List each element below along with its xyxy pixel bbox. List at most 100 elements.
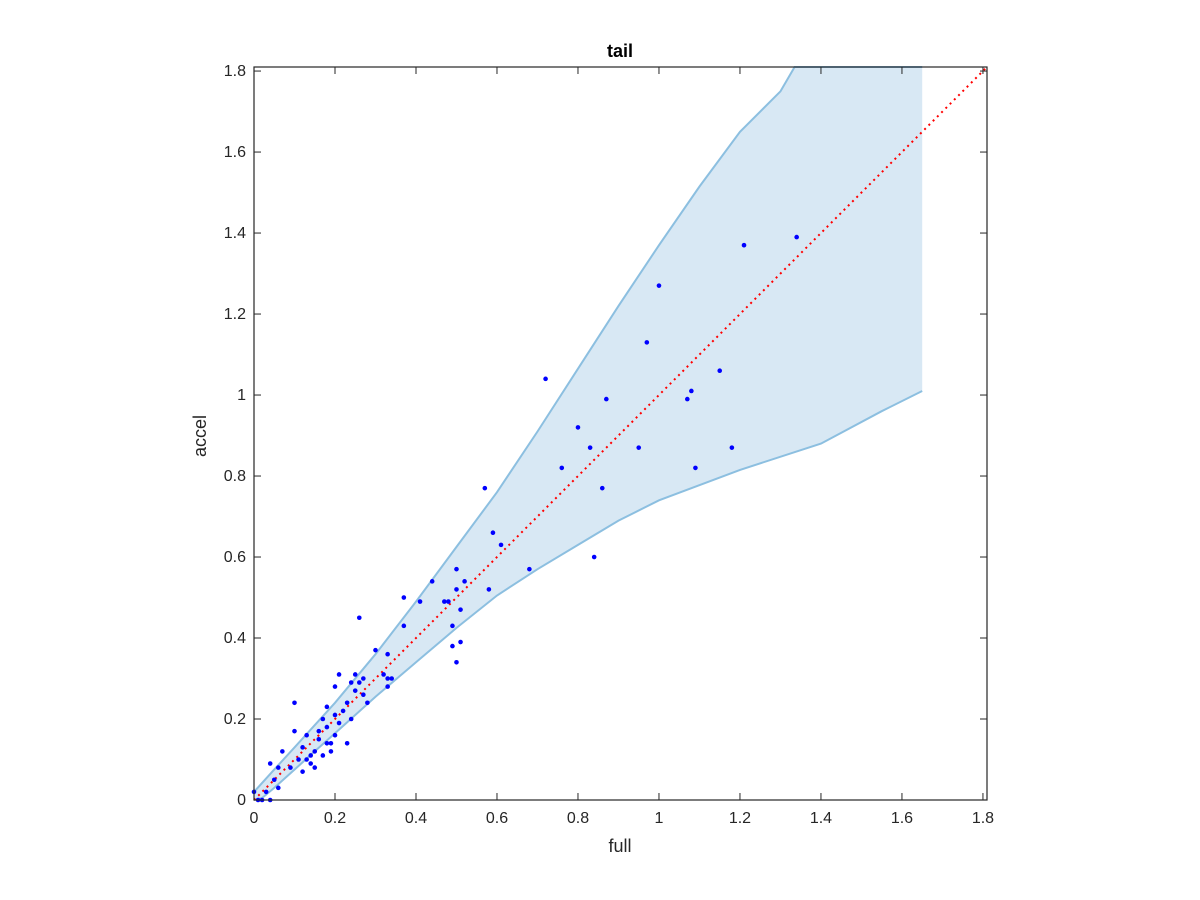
y-tick-label: 0.4 (224, 630, 246, 647)
data-point (328, 749, 334, 754)
data-point (381, 672, 386, 677)
band-lower-edge (253, 390, 923, 801)
data-point (458, 639, 463, 645)
y-tick-label: 1.8 (224, 63, 246, 80)
data-point (446, 599, 451, 604)
data-point (498, 542, 504, 548)
data-point (263, 789, 269, 795)
data-point (308, 753, 313, 758)
data-point (458, 607, 463, 612)
data-point (389, 676, 394, 681)
data-point (308, 761, 313, 766)
data-point (280, 749, 285, 754)
data-point (794, 234, 799, 240)
y-tick-label: 1.6 (224, 144, 246, 161)
y-tick-label: 1 (237, 387, 246, 404)
data-point (486, 587, 492, 592)
data-point (340, 708, 346, 714)
axes-box (253, 66, 988, 801)
data-point (361, 676, 366, 681)
x-tick-label: 1.4 (810, 810, 832, 827)
data-point (442, 599, 447, 604)
data-point (401, 595, 407, 600)
data-point (604, 396, 609, 402)
axes: 0 0.2 0.4 0.6 0.8 1 1.2 1.4 1.6 1.8 0 0.2 0.4 0.6 0.8 1… (224, 63, 994, 827)
data-point (324, 741, 330, 746)
data-point (292, 700, 297, 706)
data-point (454, 566, 459, 572)
x-tick-label: 1 (655, 810, 664, 827)
data-point (599, 485, 605, 491)
data-point (332, 712, 338, 718)
y-tick-label: 0.8 (224, 468, 246, 485)
data-point (729, 445, 735, 450)
x-axis-label: full (608, 836, 631, 856)
data-point (336, 672, 342, 677)
y-tick-label: 1.4 (224, 225, 246, 242)
data-point (543, 376, 548, 382)
data-point (636, 445, 642, 450)
data-point (316, 736, 322, 742)
data-point (304, 732, 309, 738)
data-point (693, 465, 698, 471)
data-point (344, 741, 350, 746)
data-point (656, 283, 662, 288)
data-point (644, 340, 650, 345)
data-point (324, 724, 330, 730)
data-point (365, 700, 370, 706)
data-point (401, 623, 407, 629)
data-point (356, 615, 362, 621)
data-point (587, 445, 593, 450)
x-tick-label: 0 (250, 810, 259, 827)
data-point (385, 651, 390, 657)
data-point (575, 425, 581, 430)
data-point (292, 728, 297, 734)
x-tick-label: 0.6 (486, 810, 508, 827)
data-points (251, 234, 799, 803)
data-point (304, 757, 309, 762)
data-point (591, 554, 597, 560)
data-point (296, 757, 301, 762)
data-point (361, 692, 366, 698)
data-point (275, 785, 281, 791)
y-tick-label: 0.6 (224, 549, 246, 566)
x-tick-label: 1.8 (972, 810, 994, 827)
data-point (332, 684, 338, 689)
data-point (717, 368, 723, 374)
data-point (385, 676, 390, 681)
data-point (275, 765, 281, 770)
data-point (685, 396, 690, 402)
chart-title: tail (607, 41, 633, 61)
x-tick-label: 0.2 (324, 810, 346, 827)
data-point (320, 716, 326, 722)
data-point (454, 660, 459, 665)
band-fill (254, 67, 923, 800)
data-point (300, 745, 305, 750)
data-point (559, 465, 565, 471)
data-point (312, 749, 318, 754)
data-point (344, 700, 350, 706)
data-point (312, 765, 318, 770)
x-tick-label: 0.4 (405, 810, 427, 827)
data-point (332, 732, 338, 738)
data-point (352, 672, 358, 677)
x-tick-label: 1.2 (729, 810, 751, 827)
data-point (328, 741, 334, 746)
data-point (336, 720, 342, 726)
data-point (271, 777, 277, 783)
data-point (462, 579, 467, 584)
x-tick-label: 0.8 (567, 810, 589, 827)
data-point (373, 647, 378, 653)
data-point (352, 688, 358, 693)
data-point (482, 485, 488, 491)
y-tick-label: 1.2 (224, 306, 246, 323)
data-point (348, 716, 354, 722)
data-point (450, 623, 455, 629)
x-tick-label: 1.6 (891, 810, 913, 827)
data-point (689, 388, 694, 394)
data-point (417, 599, 423, 604)
data-point (267, 761, 273, 766)
data-point (527, 566, 532, 572)
data-point (450, 643, 455, 649)
